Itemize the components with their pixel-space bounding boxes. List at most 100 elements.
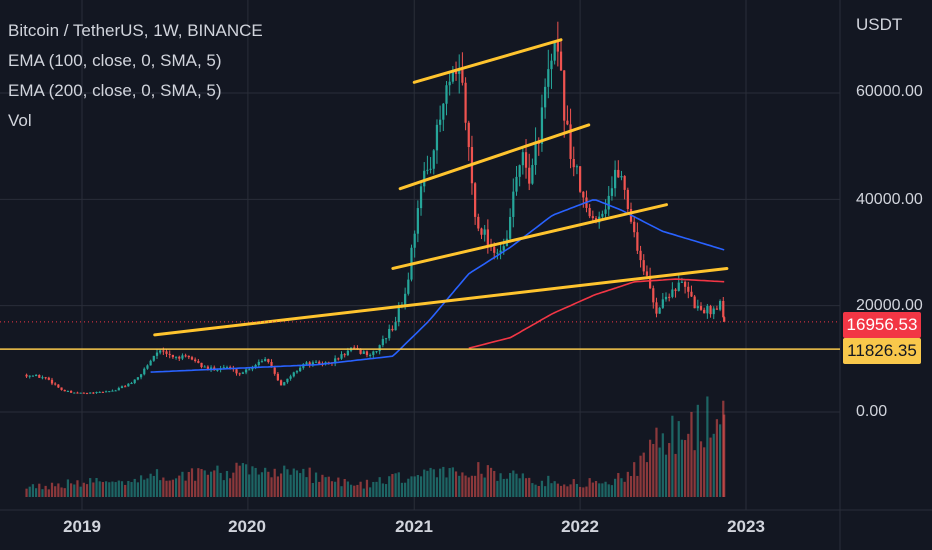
symbol-title[interactable]: Bitcoin / TetherUS, 1W, BINANCE bbox=[8, 21, 263, 40]
candle-body bbox=[340, 354, 343, 359]
candle-body bbox=[467, 122, 470, 148]
candle-body bbox=[419, 186, 423, 209]
volume-bar bbox=[723, 414, 726, 497]
volume-bar bbox=[674, 453, 677, 497]
candle-body bbox=[451, 70, 454, 82]
volume-bar bbox=[617, 473, 620, 497]
candle-body bbox=[314, 361, 318, 363]
volume-bar bbox=[44, 485, 47, 497]
volume-bar bbox=[594, 480, 598, 497]
volume-bar bbox=[25, 488, 28, 497]
candle-body bbox=[709, 306, 712, 315]
volume-bar bbox=[642, 452, 645, 497]
volume-bar bbox=[302, 468, 305, 497]
volume-bar bbox=[318, 481, 321, 497]
volume-bar bbox=[190, 468, 194, 497]
volume-bar bbox=[467, 477, 470, 497]
volume-bar bbox=[610, 485, 614, 497]
candle-body bbox=[292, 372, 295, 377]
volume-bar bbox=[203, 470, 206, 497]
volume-bar bbox=[359, 481, 362, 497]
volume-bar bbox=[499, 473, 502, 497]
volume-bar bbox=[184, 480, 187, 497]
volume-bar bbox=[232, 472, 235, 497]
candle-body bbox=[480, 228, 483, 235]
ema100-legend[interactable]: EMA (100, close, 0, SMA, 5) bbox=[8, 51, 222, 70]
candle-body bbox=[66, 391, 70, 393]
volume-bar bbox=[553, 481, 556, 497]
volume-bar bbox=[241, 463, 245, 497]
candle-body bbox=[706, 306, 709, 314]
volume-bar bbox=[518, 478, 521, 497]
candle-body bbox=[416, 208, 419, 234]
volume-bar bbox=[165, 480, 168, 497]
candle-body bbox=[493, 246, 496, 253]
volume-bar bbox=[57, 483, 60, 497]
volume-bar bbox=[496, 480, 499, 497]
volume-bar bbox=[540, 480, 544, 497]
volume-bar bbox=[66, 479, 70, 497]
candle-body bbox=[283, 382, 286, 386]
volume-bar bbox=[120, 481, 124, 497]
candle-body bbox=[194, 359, 197, 362]
volume-bar bbox=[362, 488, 365, 497]
candle-body bbox=[677, 282, 680, 291]
candle-body bbox=[617, 169, 620, 178]
volume-bar bbox=[579, 486, 582, 497]
candle-body bbox=[652, 288, 655, 303]
volume-bar bbox=[432, 469, 435, 497]
volume-bar bbox=[168, 480, 171, 497]
candle-body bbox=[394, 322, 397, 331]
candle-body bbox=[461, 69, 464, 83]
volume-bar bbox=[563, 484, 566, 497]
volume-bar bbox=[416, 474, 419, 497]
candle-body bbox=[222, 367, 225, 369]
candle-body bbox=[658, 307, 661, 314]
volume-tick-zero: 0.00 bbox=[856, 403, 888, 420]
time-tick-2021: 2021 bbox=[395, 517, 433, 536]
candle-body bbox=[582, 191, 585, 198]
volume-bar bbox=[381, 483, 384, 497]
volume-bar bbox=[194, 480, 197, 497]
volume-bar bbox=[521, 473, 524, 497]
volume-legend[interactable]: Vol bbox=[8, 111, 32, 130]
volume-bar bbox=[489, 467, 493, 497]
volume-bar bbox=[283, 465, 286, 497]
candle-body bbox=[445, 85, 448, 104]
support-level-badge: 11826.35 bbox=[843, 338, 921, 364]
candle-body bbox=[44, 377, 47, 379]
volume-bar bbox=[591, 482, 594, 497]
volume-bar bbox=[620, 478, 623, 497]
volume-bar bbox=[470, 475, 474, 497]
candle-body bbox=[518, 165, 521, 177]
volume-bar bbox=[133, 478, 136, 497]
price-tick-20000: 20000.00 bbox=[856, 297, 923, 314]
volume-bar bbox=[264, 467, 267, 497]
volume-bar bbox=[693, 450, 696, 497]
candle-body bbox=[152, 355, 155, 361]
volume-bar bbox=[248, 474, 251, 497]
candle-body bbox=[521, 152, 524, 166]
candle-body bbox=[693, 296, 696, 309]
volume-bar bbox=[143, 479, 146, 497]
volume-bar bbox=[47, 489, 50, 497]
price-unit-label[interactable]: USDT bbox=[856, 15, 903, 34]
candle-body bbox=[337, 358, 340, 360]
trendline-2 bbox=[398, 123, 591, 191]
candle-body bbox=[544, 86, 547, 108]
candle-body bbox=[502, 246, 505, 251]
volume-bar bbox=[435, 477, 439, 497]
candle-body bbox=[496, 252, 499, 254]
candle-body bbox=[305, 362, 308, 365]
volume-bar bbox=[95, 477, 98, 497]
candle-body bbox=[273, 367, 276, 374]
ema200-legend[interactable]: EMA (200, close, 0, SMA, 5) bbox=[8, 81, 222, 100]
candle-body bbox=[95, 391, 98, 393]
candle-body bbox=[146, 365, 149, 369]
candle-body bbox=[680, 281, 684, 283]
candle-body bbox=[248, 369, 251, 371]
volume-bar bbox=[187, 471, 190, 497]
candle-body bbox=[181, 355, 184, 359]
volume-bar bbox=[174, 478, 178, 497]
